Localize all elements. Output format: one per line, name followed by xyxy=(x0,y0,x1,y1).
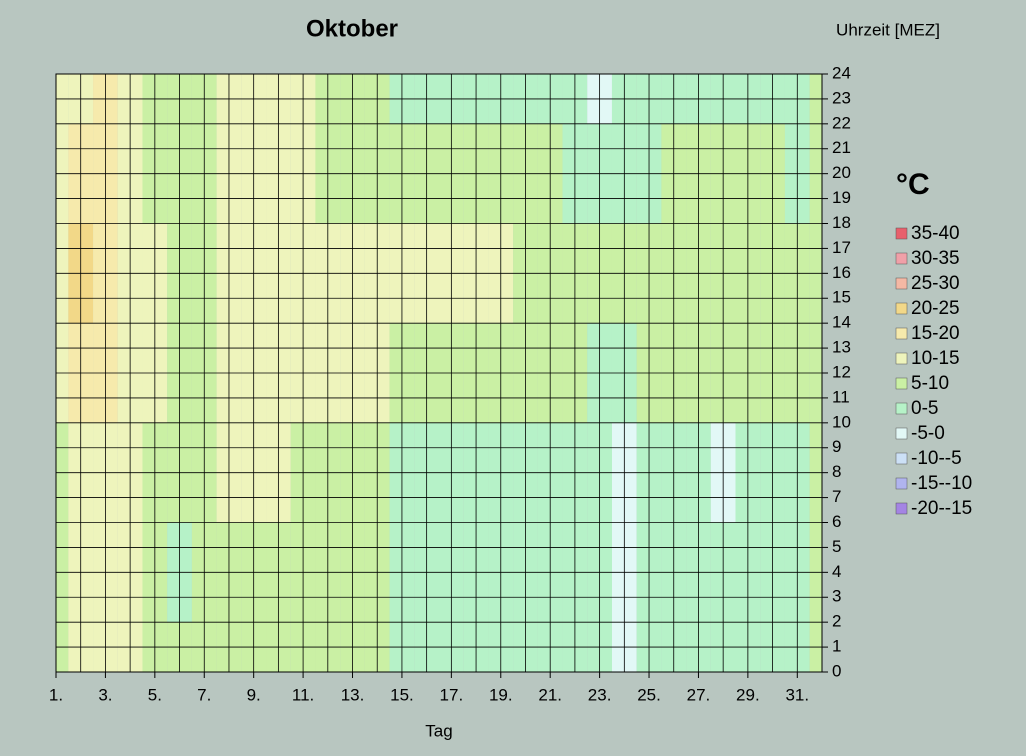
x-axis-label: Tag xyxy=(425,721,452,740)
x-tick-label: 25. xyxy=(637,685,661,704)
chart-title: Oktober xyxy=(306,15,398,42)
legend-label: 20-25 xyxy=(911,298,960,319)
x-tick-label: 7. xyxy=(197,685,211,704)
y-tick-label: 4 xyxy=(832,562,841,581)
legend-label: 35-40 xyxy=(911,223,960,244)
x-tick-label: 23. xyxy=(588,685,612,704)
y-tick-label: 12 xyxy=(832,362,851,381)
y-tick-label: 23 xyxy=(832,88,851,107)
y-tick-label: 20 xyxy=(832,163,851,182)
legend-label: -15--10 xyxy=(911,473,972,494)
y-tick-label: 3 xyxy=(832,587,841,606)
x-tick-label: 1. xyxy=(49,685,63,704)
y-tick-label: 9 xyxy=(832,437,841,456)
legend-swatch xyxy=(895,227,908,240)
legend-label: 0-5 xyxy=(911,398,938,419)
y-tick-label: 24 xyxy=(832,63,851,82)
x-tick-label: 13. xyxy=(341,685,365,704)
legend-label: 10-15 xyxy=(911,348,960,369)
y-tick-label: 19 xyxy=(832,188,851,207)
y-tick-label: 16 xyxy=(832,263,851,282)
y-tick-label: 11 xyxy=(832,387,850,406)
x-tick-label: 9. xyxy=(247,685,261,704)
y-tick-label: 17 xyxy=(832,238,851,257)
x-tick-label: 15. xyxy=(390,685,414,704)
x-tick-label: 19. xyxy=(489,685,513,704)
legend-swatch xyxy=(895,302,908,315)
x-tick-label: 29. xyxy=(736,685,760,704)
x-tick-label: 31. xyxy=(785,685,809,704)
x-tick-label: 11. xyxy=(292,685,314,704)
legend-label: -20--15 xyxy=(911,498,972,519)
legend-label: 15-20 xyxy=(911,323,960,344)
legend-label: -10--5 xyxy=(911,448,962,469)
x-tick-label: 21. xyxy=(538,685,562,704)
y-tick-label: 18 xyxy=(832,213,851,232)
legend-swatch xyxy=(895,377,908,390)
legend-swatch xyxy=(895,327,908,340)
legend-label: 30-35 xyxy=(911,248,960,269)
legend-swatch xyxy=(895,502,908,515)
y-tick-label: 2 xyxy=(832,612,841,631)
x-tick-label: 5. xyxy=(148,685,162,704)
legend-label: 25-30 xyxy=(911,273,960,294)
legend-swatch xyxy=(895,427,908,440)
y-tick-label: 10 xyxy=(832,412,851,431)
legend-swatch xyxy=(895,352,908,365)
x-tick-label: 17. xyxy=(440,685,464,704)
plot-border xyxy=(55,73,823,673)
x-tick-label: 3. xyxy=(98,685,112,704)
legend-title: °C xyxy=(896,168,930,201)
y-tick-label: 21 xyxy=(832,138,851,157)
y-tick-label: 7 xyxy=(832,487,841,506)
y-tick-label: 13 xyxy=(832,338,851,357)
legend-swatch xyxy=(895,452,908,465)
legend-label: -5-0 xyxy=(911,423,945,444)
y-tick-label: 0 xyxy=(832,661,841,680)
y-tick-label: 6 xyxy=(832,512,841,531)
y-tick-label: 22 xyxy=(832,113,851,132)
y-tick-label: 14 xyxy=(832,313,851,332)
y-tick-label: 5 xyxy=(832,537,841,556)
legend-swatch xyxy=(895,477,908,490)
y-tick-label: 1 xyxy=(832,637,841,656)
legend-swatch xyxy=(895,402,908,415)
y-axis-label: Uhrzeit [MEZ] xyxy=(836,20,940,39)
y-tick-label: 8 xyxy=(832,462,841,481)
y-tick-label: 15 xyxy=(832,288,851,307)
legend-swatch xyxy=(895,252,908,265)
x-tick-label: 27. xyxy=(687,685,711,704)
legend-label: 5-10 xyxy=(911,373,949,394)
legend-swatch xyxy=(895,277,908,290)
